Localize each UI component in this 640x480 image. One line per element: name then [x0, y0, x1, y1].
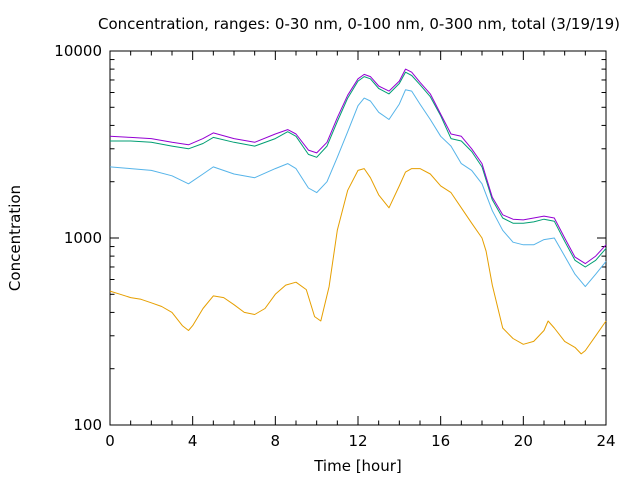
- series-line-2: [109, 89, 607, 288]
- axis-ticks: [109, 50, 607, 426]
- y-tick-label: 1000: [64, 229, 102, 247]
- x-tick-label: 8: [271, 432, 281, 450]
- x-tick-label: 12: [348, 432, 367, 450]
- y-axis-label: Concentration: [6, 185, 24, 291]
- axis-tick-labels: 0 4 8 12 16 20 24 100 1000 10000: [54, 42, 615, 450]
- plot-frame: [109, 50, 607, 426]
- x-tick-label: 24: [596, 432, 615, 450]
- x-axis-label: Time [hour]: [313, 457, 402, 475]
- x-tick-label: 0: [105, 432, 115, 450]
- series-line-1: [109, 168, 607, 355]
- y-tick-label: 100: [73, 416, 102, 434]
- chart-title: Concentration, ranges: 0-30 nm, 0-100 nm…: [98, 15, 620, 33]
- series-line-3: [110, 71, 607, 268]
- x-tick-label: 4: [188, 432, 198, 450]
- y-tick-label: 10000: [54, 42, 102, 60]
- series-line-4: [109, 68, 607, 265]
- series-lines: [109, 68, 607, 355]
- x-tick-label: 16: [431, 432, 450, 450]
- x-tick-label: 20: [514, 432, 533, 450]
